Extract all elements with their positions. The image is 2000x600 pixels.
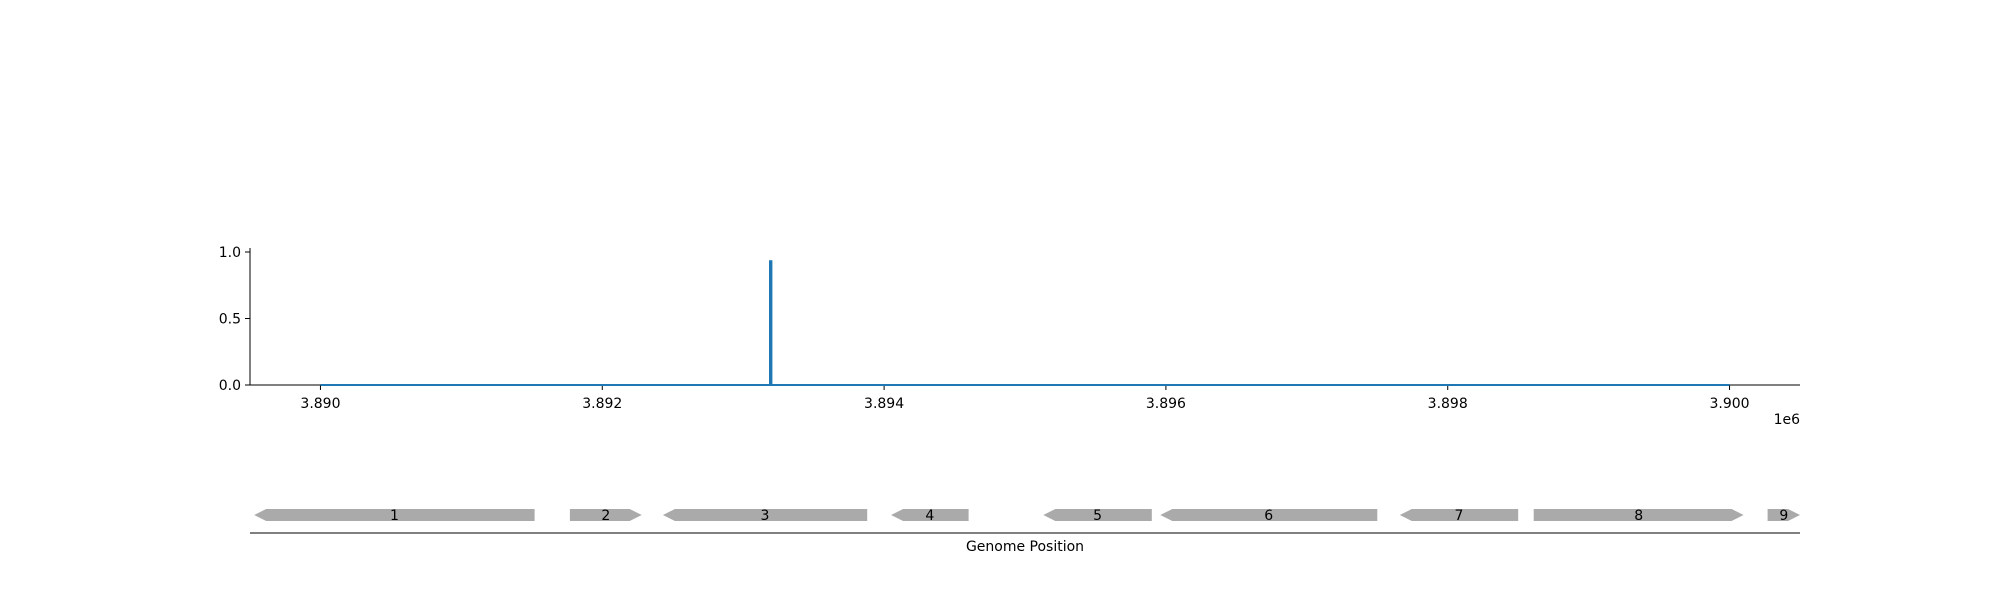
x-tick-label: 3.894 <box>864 396 904 412</box>
gene-label: 3 <box>761 508 770 524</box>
gene-arrow <box>662 509 868 521</box>
gene-label: 6 <box>1264 508 1273 524</box>
gene-label: 9 <box>1779 508 1788 524</box>
gene-arrow <box>254 509 535 521</box>
gene-arrow <box>1399 509 1519 521</box>
gene-arrow <box>891 509 969 521</box>
gene-track: 1 2 3 4 5 6 7 8 9 Genome Position <box>250 508 1800 555</box>
x-tick-label: 3.890 <box>300 396 340 412</box>
gene-arrow <box>1160 509 1378 521</box>
gene-track-xlabel: Genome Position <box>966 539 1084 555</box>
gene-arrow <box>1043 509 1152 521</box>
y-tick-label: 1.0 <box>219 245 241 261</box>
signal-axes: 0.0 0.5 1.0 3.890 3.892 3.894 3.896 3.898 3.900 1… <box>219 245 1800 428</box>
gene-label: 7 <box>1455 508 1464 524</box>
x-tick-label: 3.896 <box>1146 396 1186 412</box>
gene-arrow <box>1533 509 1744 521</box>
y-tick-label: 0.5 <box>219 311 241 327</box>
gene-label: 8 <box>1634 508 1643 524</box>
gene-arrow <box>1767 509 1800 521</box>
gene-arrow <box>569 509 642 521</box>
x-tick-label: 3.898 <box>1428 396 1468 412</box>
gene-label: 4 <box>925 508 934 524</box>
gene-label: 5 <box>1093 508 1102 524</box>
gene-label: 1 <box>390 508 399 524</box>
x-tick-label: 3.900 <box>1709 396 1749 412</box>
gene-label: 2 <box>601 508 610 524</box>
signal-line <box>320 260 1730 386</box>
x-offset-label: 1e6 <box>1774 412 1801 428</box>
y-tick-label: 0.0 <box>219 378 241 394</box>
x-tick-label: 3.892 <box>582 396 622 412</box>
